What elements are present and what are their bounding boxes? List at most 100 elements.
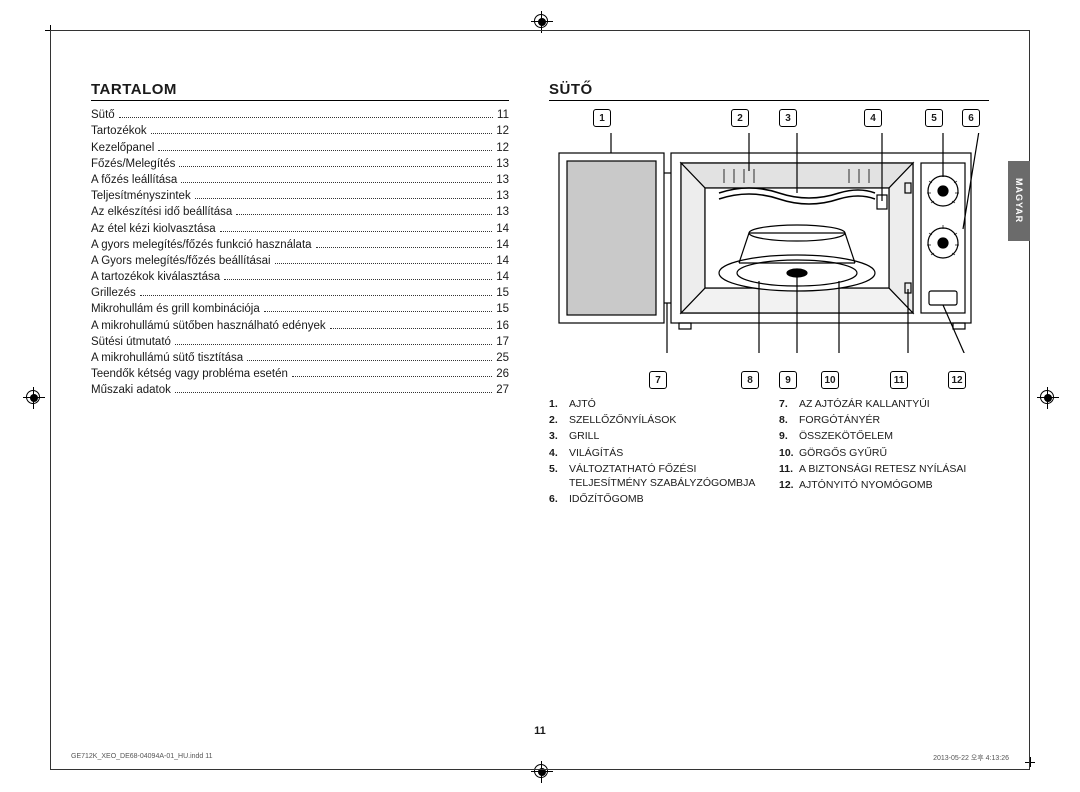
toc-page: 15 (496, 287, 509, 299)
toc-label: Főzés/Melegítés (91, 158, 175, 170)
legend-item: 5.VÁLTOZTATHATÓ FŐZÉSI TELJESÍTMÉNY SZAB… (549, 462, 759, 490)
toc-entry: Főzés/Melegítés 13 (91, 158, 509, 170)
diagram-callout: 10 (821, 371, 839, 389)
toc-page: 13 (496, 158, 509, 170)
oven-heading: SÜTŐ (549, 81, 989, 101)
legend-number: 9. (779, 429, 799, 443)
toc-entry: A főzés leállítása13 (91, 174, 509, 186)
toc-page: 27 (496, 384, 509, 396)
toc-page: 17 (496, 336, 509, 348)
legend-text: ÖSSZEKÖTŐELEM (799, 429, 893, 443)
toc-page: 12 (496, 125, 509, 137)
legend-number: 4. (549, 446, 569, 460)
registration-mark-icon (534, 14, 548, 28)
toc-leader-dots (181, 174, 492, 183)
diagram-callout: 1 (593, 109, 611, 127)
legend-number: 12. (779, 478, 799, 492)
footer-file: GE712K_XEO_DE68-04094A-01_HU.indd 11 (71, 753, 213, 763)
toc-entry: A tartozékok kiválasztása 14 (91, 271, 509, 283)
toc-entry: A Gyors melegítés/főzés beállításai14 (91, 255, 509, 267)
toc-label: Műszaki adatok (91, 384, 171, 396)
toc-leader-dots (175, 336, 492, 345)
legend-number: 2. (549, 413, 569, 427)
toc-label: Sütési útmutató (91, 336, 171, 348)
toc-label: A mikrohullámú sütőben használható edény… (91, 320, 326, 332)
manual-page: MAGYAR TARTALOM Sütő11Tartozékok12Kezelő… (50, 30, 1030, 770)
toc-leader-dots (264, 303, 492, 312)
toc-leader-dots (151, 125, 493, 134)
legend-item: 7.AZ AJTÓZÁR KALLANTYÚI (779, 397, 989, 411)
legend-text: SZELLŐZŐNYÍLÁSOK (569, 413, 676, 427)
toc-label: Az elkészítési idő beállítása (91, 206, 232, 218)
toc-entry: Kezelőpanel12 (91, 141, 509, 153)
legend-number: 3. (549, 429, 569, 443)
print-footer: GE712K_XEO_DE68-04094A-01_HU.indd 11 201… (71, 753, 1009, 763)
toc-label: Teljesítményszintek (91, 190, 191, 202)
legend-item: 4.VILÁGÍTÁS (549, 446, 759, 460)
toc-page: 26 (496, 368, 509, 380)
toc-leader-dots (236, 206, 492, 215)
toc-entry: Teljesítményszintek 13 (91, 190, 509, 202)
legend-text: FORGÓTÁNYÉR (799, 413, 880, 427)
toc-label: A tartozékok kiválasztása (91, 271, 220, 283)
legend-col-left: 1.AJTÓ2.SZELLŐZŐNYÍLÁSOK3.GRILL4.VILÁGÍT… (549, 395, 759, 508)
diagram-callout: 4 (864, 109, 882, 127)
toc-entry: Sütési útmutató 17 (91, 336, 509, 348)
legend-number: 1. (549, 397, 569, 411)
legend-number: 7. (779, 397, 799, 411)
legend-text: AJTÓNYITÓ NYOMÓGOMB (799, 478, 933, 492)
toc-entry: Az elkészítési idő beállítása 13 (91, 206, 509, 218)
toc-leader-dots (330, 319, 493, 328)
toc-page: 13 (496, 190, 509, 202)
diagram-legend: 1.AJTÓ2.SZELLŐZŐNYÍLÁSOK3.GRILL4.VILÁGÍT… (549, 395, 989, 508)
page-number: 11 (51, 725, 1029, 737)
legend-item: 10.GÖRGŐS GYŰRŰ (779, 446, 989, 460)
legend-text: A BIZTONSÁGI RETESZ NYÍLÁSAI (799, 462, 966, 476)
toc-leader-dots (119, 109, 493, 118)
toc-leader-dots (316, 239, 493, 248)
toc-leader-dots (179, 158, 492, 167)
toc-page: 14 (496, 271, 509, 283)
registration-mark-icon (26, 390, 40, 404)
legend-number: 11. (779, 462, 799, 476)
legend-item: 3.GRILL (549, 429, 759, 443)
legend-item: 12.AJTÓNYITÓ NYOMÓGOMB (779, 478, 989, 492)
legend-text: AJTÓ (569, 397, 596, 411)
diagram-callout: 5 (925, 109, 943, 127)
diagram-callout: 6 (962, 109, 980, 127)
diagram-callout: 2 (731, 109, 749, 127)
toc-entry: Grillezés15 (91, 287, 509, 299)
toc-entry: A mikrohullámú sütő tisztítása25 (91, 352, 509, 364)
legend-item: 11.A BIZTONSÁGI RETESZ NYÍLÁSAI (779, 462, 989, 476)
toc-heading: TARTALOM (91, 81, 509, 101)
toc-leader-dots (292, 368, 492, 377)
toc-page: 15 (496, 303, 509, 315)
legend-item: 1.AJTÓ (549, 397, 759, 411)
toc-list: Sütő11Tartozékok12Kezelőpanel12Főzés/Mel… (91, 109, 509, 396)
toc-label: Tartozékok (91, 125, 147, 137)
toc-entry: A mikrohullámú sütőben használható edény… (91, 319, 509, 331)
oven-column: SÜTŐ 123456 (549, 81, 989, 508)
toc-leader-dots (275, 255, 493, 264)
toc-leader-dots (158, 141, 492, 150)
toc-entry: A gyors melegítés/főzés funkció használa… (91, 239, 509, 251)
legend-item: 2.SZELLŐZŐNYÍLÁSOK (549, 413, 759, 427)
legend-item: 8.FORGÓTÁNYÉR (779, 413, 989, 427)
toc-page: 13 (496, 206, 509, 218)
legend-text: VÁLTOZTATHATÓ FŐZÉSI TELJESÍTMÉNY SZABÁL… (569, 462, 759, 490)
toc-label: A mikrohullámú sütő tisztítása (91, 352, 243, 364)
oven-diagram: 123456 (549, 109, 989, 389)
diagram-callout: 3 (779, 109, 797, 127)
toc-page: 14 (496, 255, 509, 267)
diagram-callout: 9 (779, 371, 797, 389)
toc-label: A gyors melegítés/főzés funkció használa… (91, 239, 312, 251)
language-tab: MAGYAR (1008, 161, 1030, 241)
toc-leader-dots (247, 352, 492, 361)
diagram-callout: 12 (948, 371, 966, 389)
diagram-callout: 7 (649, 371, 667, 389)
legend-text: AZ AJTÓZÁR KALLANTYÚI (799, 397, 930, 411)
toc-page: 12 (496, 142, 509, 154)
toc-entry: Sütő11 (91, 109, 509, 121)
toc-page: 14 (496, 239, 509, 251)
toc-label: A főzés leállítása (91, 174, 177, 186)
